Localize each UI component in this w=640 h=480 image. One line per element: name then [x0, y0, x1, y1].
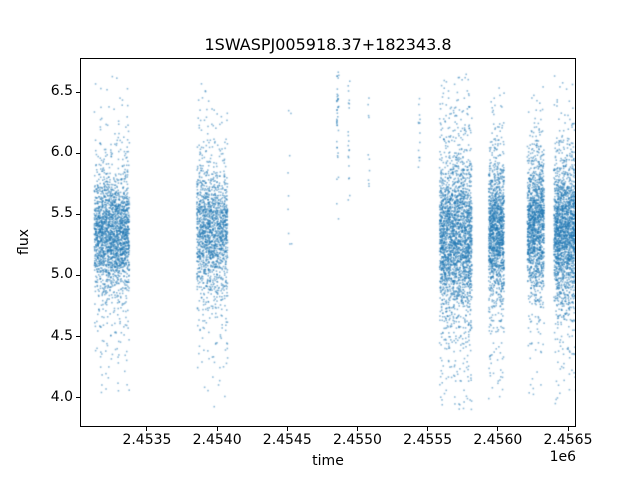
y-tick-label: 4.5: [50, 327, 73, 344]
y-tick-mark: [76, 274, 80, 276]
x-tick-label: 2.4560: [473, 432, 523, 448]
y-tick-label: 5.0: [50, 266, 73, 283]
x-tick-mark: [497, 427, 499, 431]
y-tick-mark: [76, 336, 80, 338]
y-tick-label: 6.5: [50, 83, 73, 100]
y-tick-label: 4.0: [50, 388, 73, 405]
x-tick-mark: [216, 427, 218, 431]
x-tick-label: 2.4535: [122, 432, 172, 448]
y-tick-label: 6.0: [50, 144, 73, 161]
x-tick-mark: [427, 427, 429, 431]
y-tick-label: 5.5: [50, 205, 73, 222]
x-tick-label: 2.4555: [403, 432, 453, 448]
chart-title: 1SWASPJ005918.37+182343.8: [204, 35, 452, 54]
x-tick-mark: [356, 427, 358, 431]
y-tick-mark: [76, 397, 80, 399]
x-tick-mark: [286, 427, 288, 431]
x-tick-mark: [146, 427, 148, 431]
plot-area-border: [80, 58, 576, 427]
x-axis-label: time: [312, 453, 344, 469]
y-tick-mark: [76, 91, 80, 93]
x-tick-label: 2.4565: [543, 432, 593, 448]
x-axis-offset-label: 1e6: [549, 449, 576, 465]
scatter-canvas: [80, 58, 576, 427]
y-tick-mark: [76, 152, 80, 154]
x-tick-mark: [567, 427, 569, 431]
x-tick-label: 2.4550: [332, 432, 382, 448]
y-tick-mark: [76, 213, 80, 215]
x-tick-label: 2.4540: [192, 432, 242, 448]
x-tick-label: 2.4545: [262, 432, 312, 448]
